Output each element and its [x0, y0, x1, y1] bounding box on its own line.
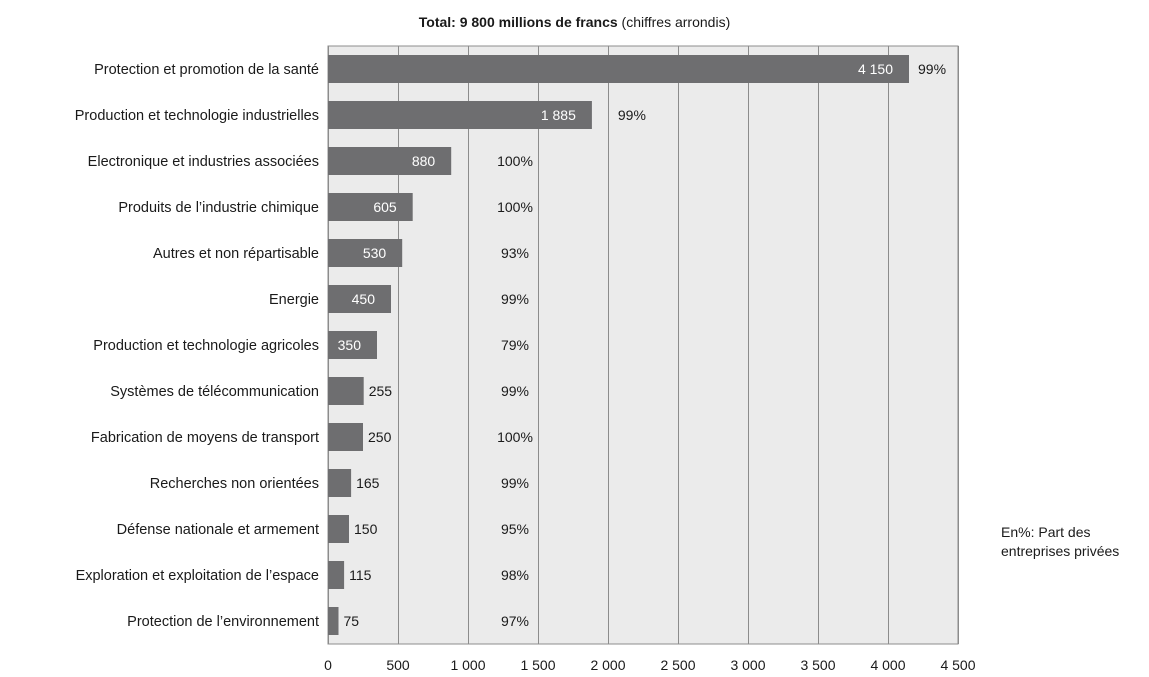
bar	[328, 55, 909, 83]
x-tick-label: 2 500	[660, 657, 695, 673]
bar-value-label: 880	[412, 153, 436, 169]
chart-title-total: Total: 9 800 millions de francs	[418, 14, 618, 30]
plot-area	[327, 45, 959, 645]
category-label: Fabrication de moyens de transport	[91, 430, 319, 446]
bar	[328, 285, 391, 313]
bar-percent-label: 95%	[501, 521, 529, 537]
percent-legend-note: En%: Part des entreprises privées	[1001, 523, 1119, 561]
bar-value-label: 450	[352, 291, 376, 307]
bar-value-label: 165	[356, 475, 380, 491]
bar-value-label: 530	[363, 245, 387, 261]
bar-percent-label: 100%	[497, 153, 533, 169]
category-label: Production et technologie industrielles	[75, 108, 319, 124]
x-tick-label: 500	[386, 657, 410, 673]
bar-value-label: 350	[338, 337, 362, 353]
bar-percent-label: 99%	[918, 61, 946, 77]
bar	[328, 147, 452, 175]
x-tick-label: 3 500	[800, 657, 835, 673]
x-tick-label: 0	[324, 657, 332, 673]
bar-value-label: 115	[349, 567, 372, 583]
x-tick-label: 4 500	[940, 657, 975, 673]
grid-lines	[328, 46, 959, 644]
percent-legend-line-2: entreprises privées	[1001, 543, 1120, 559]
bar	[328, 515, 349, 543]
bar-value-label: 250	[368, 429, 392, 445]
bar	[328, 193, 413, 221]
bar	[328, 423, 363, 451]
category-label: Protection et promotion de la santé	[94, 62, 319, 78]
bar-percent-label: 97%	[501, 613, 529, 629]
bars: 4 150 99% 1 885 99% 880 100% 605 100% 530 93% 450 9…	[328, 55, 946, 635]
chart-title-note: (chiffres arrondis)	[617, 14, 731, 30]
bar	[328, 469, 352, 497]
bar-value-label: 1 885	[541, 107, 576, 123]
x-tick-label: 4 000	[870, 657, 905, 673]
category-label: Protection de l’environnement	[127, 614, 319, 630]
x-tick-label: 1 500	[520, 657, 555, 673]
category-label: Exploration et exploitation de l’espace	[76, 568, 319, 584]
bar	[328, 239, 403, 267]
bar-value-label: 605	[373, 199, 397, 215]
chart-title: Total: 9 800 millions de francs (chiffre…	[0, 14, 1149, 30]
bar-value-label: 75	[344, 613, 360, 629]
percent-legend-line-1: En%: Part des	[1001, 524, 1091, 540]
bar-percent-label: 99%	[501, 383, 529, 399]
category-label: Energie	[269, 292, 319, 308]
category-label: Production et technologie agricoles	[93, 338, 319, 354]
category-label: Produits de l’industrie chimique	[118, 200, 319, 216]
x-axis-ticks: 0 500 1 000 1 500 2 000 2 500 3 000 3 500 4 000 4…	[324, 657, 976, 673]
bar	[328, 561, 345, 589]
bar-percent-label: 99%	[501, 475, 529, 491]
bar-percent-label: 79%	[501, 337, 529, 353]
category-label: Autres et non répartisable	[153, 246, 319, 262]
bar-value-label: 255	[369, 383, 393, 399]
bar-value-label: 4 150	[858, 61, 893, 77]
category-label: Recherches non orientées	[150, 476, 319, 492]
category-labels: Protection et promotion de la santé Produ…	[75, 62, 319, 630]
bar-percent-label: 100%	[497, 429, 533, 445]
x-tick-label: 3 000	[730, 657, 765, 673]
bar-value-label: 150	[354, 521, 378, 537]
x-tick-label: 2 000	[590, 657, 625, 673]
x-tick-label: 1 000	[450, 657, 485, 673]
bar-percent-label: 100%	[497, 199, 533, 215]
bar	[328, 101, 592, 129]
bar-percent-label: 99%	[618, 107, 646, 123]
bar-percent-label: 98%	[501, 567, 529, 583]
category-label: Systèmes de télécommunication	[110, 384, 319, 400]
category-label: Défense nationale et armement	[117, 522, 319, 538]
bar-percent-label: 99%	[501, 291, 529, 307]
bar	[328, 331, 377, 359]
bar	[328, 377, 364, 405]
bar-percent-label: 93%	[501, 245, 529, 261]
category-label: Electronique et industries associées	[88, 154, 319, 170]
bar	[328, 607, 339, 635]
